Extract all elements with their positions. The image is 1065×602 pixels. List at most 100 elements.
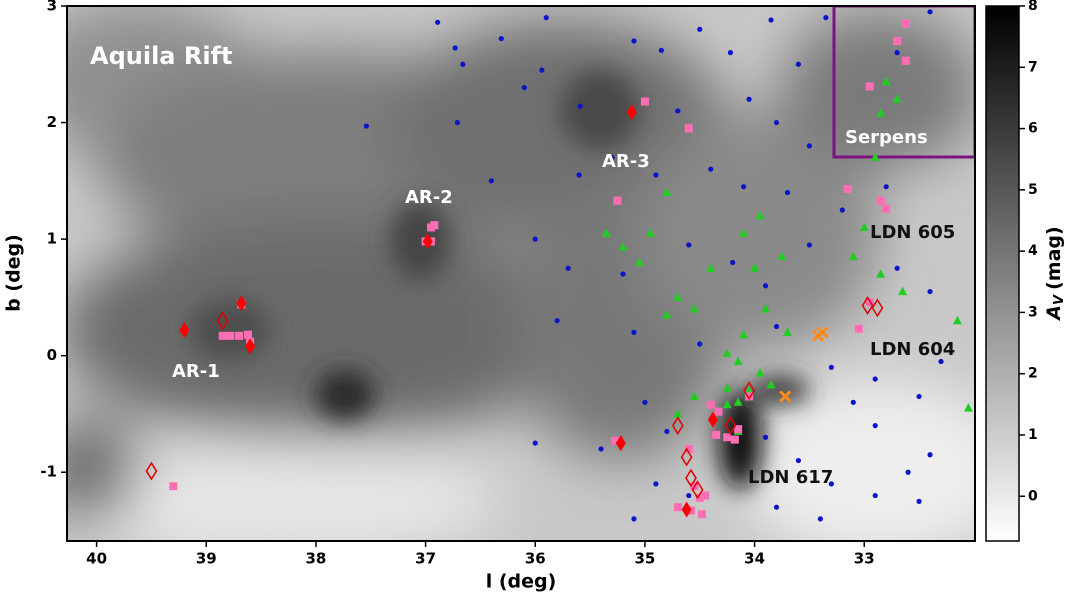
source-dot [675, 108, 680, 113]
source-dot [884, 184, 889, 189]
colorbar-tick-label: 7 [1028, 59, 1038, 75]
source-square [701, 492, 709, 500]
colorbar [986, 6, 1019, 541]
source-dot [631, 38, 636, 43]
x-tick-label: 39 [196, 550, 217, 568]
source-dot [435, 20, 440, 25]
source-dot [631, 516, 636, 521]
source-dot [851, 400, 856, 405]
source-dot [746, 97, 751, 102]
x-tick-label: 40 [86, 550, 107, 568]
colorbar-label-unit: (mag) [1043, 226, 1065, 290]
source-dot [873, 376, 878, 381]
x-tick-label: 35 [634, 550, 655, 568]
source-dot [796, 458, 801, 463]
source-square [226, 332, 234, 340]
annotation: AR-3 [602, 151, 650, 172]
source-dot [730, 260, 735, 265]
source-dot [774, 505, 779, 510]
x-tick-label: 33 [854, 550, 875, 568]
source-dot [539, 68, 544, 73]
source-dot [642, 400, 647, 405]
colorbar-tick-label: 3 [1028, 304, 1038, 320]
source-dot [796, 62, 801, 67]
source-dot [840, 207, 845, 212]
source-dot [927, 9, 932, 14]
source-dot [686, 242, 691, 247]
annotation: AR-2 [405, 187, 453, 208]
x-tick-label: 37 [415, 550, 436, 568]
source-dot [659, 48, 664, 53]
source-square [866, 82, 874, 90]
source-dot [453, 45, 458, 50]
source-dot [829, 365, 834, 370]
source-dot [653, 481, 658, 486]
source-dot [873, 493, 878, 498]
source-dot [763, 283, 768, 288]
colorbar-tick-label: 6 [1028, 121, 1038, 137]
source-dot [577, 172, 582, 177]
source-square [674, 503, 682, 511]
annotation: LDN 604 [870, 339, 955, 360]
source-dot [653, 172, 658, 177]
source-dot [763, 435, 768, 440]
source-dot [522, 85, 527, 90]
source-square [902, 57, 910, 65]
source-dot [578, 104, 583, 109]
source-dot [533, 440, 538, 445]
source-dot [807, 242, 812, 247]
source-dot [927, 452, 932, 457]
source-dot [768, 17, 773, 22]
source-dot [555, 318, 560, 323]
source-square [169, 482, 177, 490]
source-dot [708, 167, 713, 172]
source-dot [774, 324, 779, 329]
y-tick-label: -1 [40, 463, 57, 481]
source-dot [664, 429, 669, 434]
source-dot [697, 27, 702, 32]
source-square [698, 510, 706, 518]
source-dot [566, 266, 571, 271]
colorbar-tick-label: 1 [1028, 427, 1038, 443]
y-tick-label: 0 [47, 346, 57, 364]
source-dot [927, 289, 932, 294]
source-dot [873, 423, 878, 428]
source-dot [785, 190, 790, 195]
source-dot [544, 15, 549, 20]
source-square [707, 401, 715, 409]
source-square [855, 325, 863, 333]
source-dot [620, 271, 625, 276]
source-square [882, 205, 890, 213]
source-dot [916, 394, 921, 399]
source-square [877, 197, 885, 205]
source-dot [533, 237, 538, 242]
source-square [614, 197, 622, 205]
source-dot [364, 123, 369, 128]
annotation: Aquila Rift [90, 42, 232, 70]
colorbar-tick-label: 0 [1028, 488, 1038, 504]
source-square [641, 98, 649, 106]
source-dot [916, 499, 921, 504]
source-dot [728, 50, 733, 55]
annotation: LDN 605 [870, 222, 955, 243]
source-square [902, 19, 910, 27]
source-dot [631, 330, 636, 335]
colorbar-tick-label: 2 [1028, 366, 1038, 382]
source-dot [895, 266, 900, 271]
source-square [235, 332, 243, 340]
source-square [219, 332, 227, 340]
y-axis-label: b (deg) [3, 234, 25, 312]
source-square [714, 408, 722, 416]
source-dot [499, 36, 504, 41]
source-dot [697, 341, 702, 346]
source-dot [686, 493, 691, 498]
source-square [731, 436, 739, 444]
colorbar-tick-label: 5 [1028, 182, 1038, 198]
source-dot [818, 516, 823, 521]
source-square [427, 223, 435, 231]
colorbar-tick-label: 8 [1028, 0, 1038, 14]
colorbar-label-sub: V [1052, 294, 1065, 305]
annotation: Serpens [845, 127, 928, 148]
